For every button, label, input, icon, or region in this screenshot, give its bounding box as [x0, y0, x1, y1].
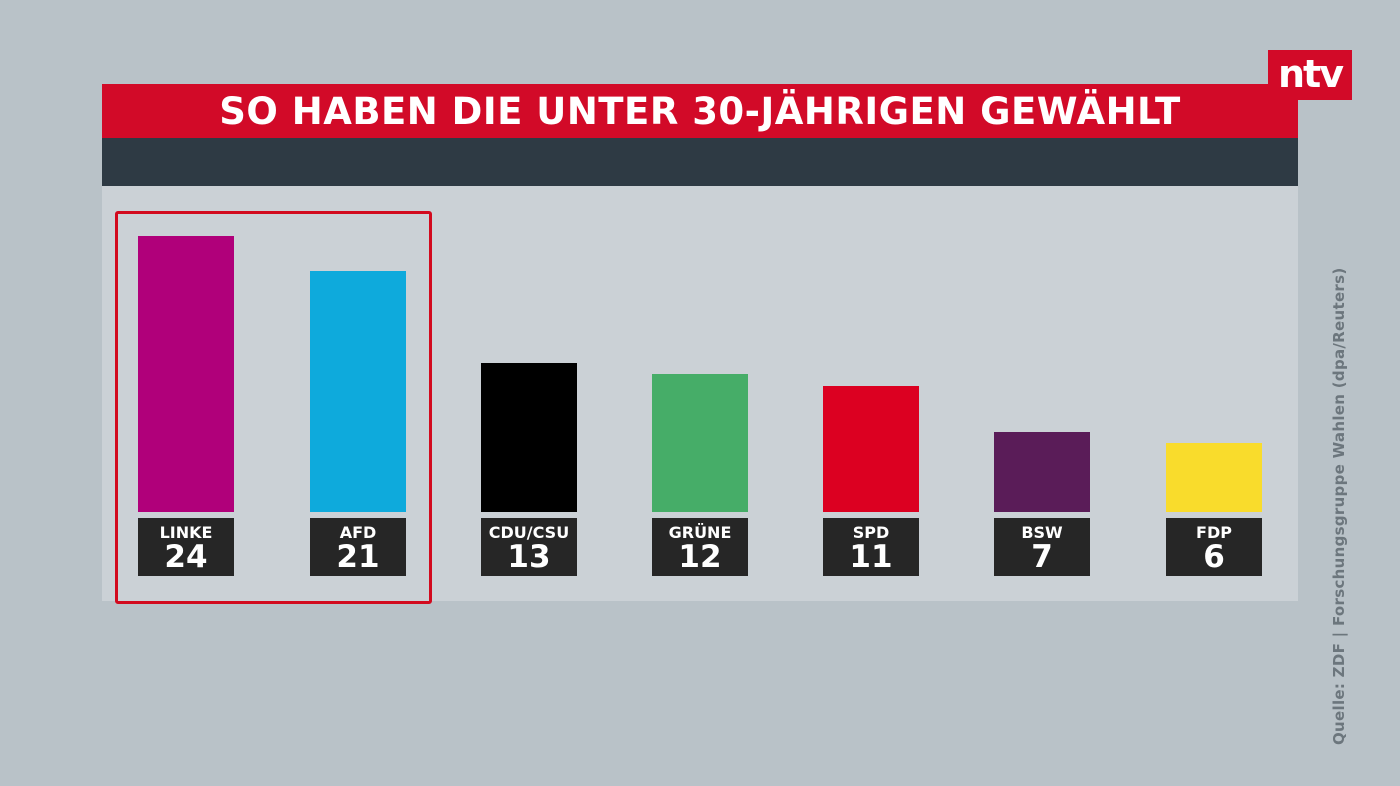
party-name: CDU/CSU [488, 523, 570, 542]
value-label: 24 [164, 539, 208, 575]
bar-label: SPD 11 [823, 518, 919, 576]
party-name: BSW [1021, 523, 1063, 542]
ntv-logo: ntv [1268, 50, 1352, 100]
bar-label: BSW 7 [994, 518, 1090, 576]
party-name: SPD [852, 523, 890, 542]
bar-afd [310, 270, 406, 512]
value-label: 7 [1031, 539, 1053, 575]
value-label: 6 [1203, 539, 1225, 575]
value-label: 13 [507, 539, 551, 575]
bar-bsw [994, 431, 1090, 512]
chart-title: SO HABEN DIE UNTER 30-JÄHRIGEN GEWÄHLT [102, 84, 1298, 138]
source-note: Quelle: ZDF | Forschungsgruppe Wahlen (d… [1330, 267, 1348, 745]
highlight-box [115, 211, 432, 604]
party-name: FDP [1196, 523, 1232, 542]
value-label: 12 [678, 539, 722, 575]
bar-label: FDP 6 [1166, 518, 1262, 576]
bar-linke [138, 236, 234, 512]
subtitle-bar [102, 138, 1298, 186]
bar-label: AFD 21 [310, 518, 406, 576]
bar-grüne [652, 374, 748, 512]
party-name: GRÜNE [668, 523, 732, 542]
value-label: 21 [336, 539, 380, 575]
bar-cducsu [481, 362, 577, 512]
bar-label: LINKE 24 [138, 518, 234, 576]
bar-label: GRÜNE 12 [652, 518, 748, 576]
bar-spd [823, 385, 919, 512]
party-name: AFD [339, 523, 377, 542]
party-name: LINKE [159, 523, 213, 542]
value-label: 11 [849, 539, 893, 575]
bar-fdp [1166, 443, 1262, 512]
bar-label: CDU/CSU 13 [481, 518, 577, 576]
